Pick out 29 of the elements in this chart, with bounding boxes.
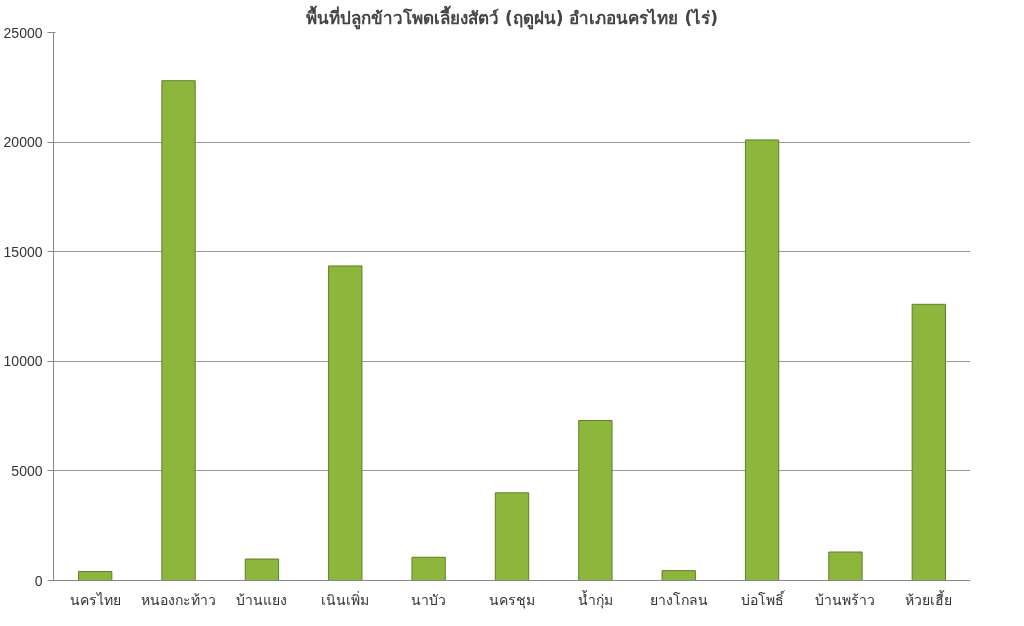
x-tick-label: หนองกะท้าว [141,591,217,608]
y-tick-label: 15000 [3,243,43,260]
x-tick-label: ห้วยเฮี้ย [905,589,953,608]
y-tick-label: 5000 [11,462,43,479]
y-tick-label: 0 [34,572,43,589]
bar [911,303,946,581]
y-tick-label: 20000 [3,134,43,151]
x-tick-label: บ่อโพธิ์ [740,589,786,608]
bar [328,265,363,581]
x-tick-label: บ้านพร้าว [815,591,876,608]
x-tick-label: นครชุม [489,591,535,609]
bar [661,570,696,581]
bar [578,419,613,581]
x-tick-label: ยางโกลน [649,591,708,608]
bar [161,80,196,581]
chart-title: พื้นที่ปลูกข้าวโพดเลี้ยงสัตว์ (ฤดูฝน) อำเภอนครไทย (ไร่) [306,4,718,30]
bar [244,558,280,581]
bar [494,492,530,581]
x-tick-label: นาบัว [411,591,447,608]
bar [744,139,780,581]
y-tick-label: 10000 [3,353,43,370]
bar [411,556,446,581]
x-tick-label: น้ำกุ่ม [577,589,613,609]
x-tick-label: เนินเพิ่ม [321,590,370,608]
y-tick-label: 25000 [3,24,43,41]
x-tick-label: นครไทย [69,591,121,608]
bar [828,551,863,581]
x-tick-label: บ้านแยง [236,591,288,608]
bar [78,571,113,581]
